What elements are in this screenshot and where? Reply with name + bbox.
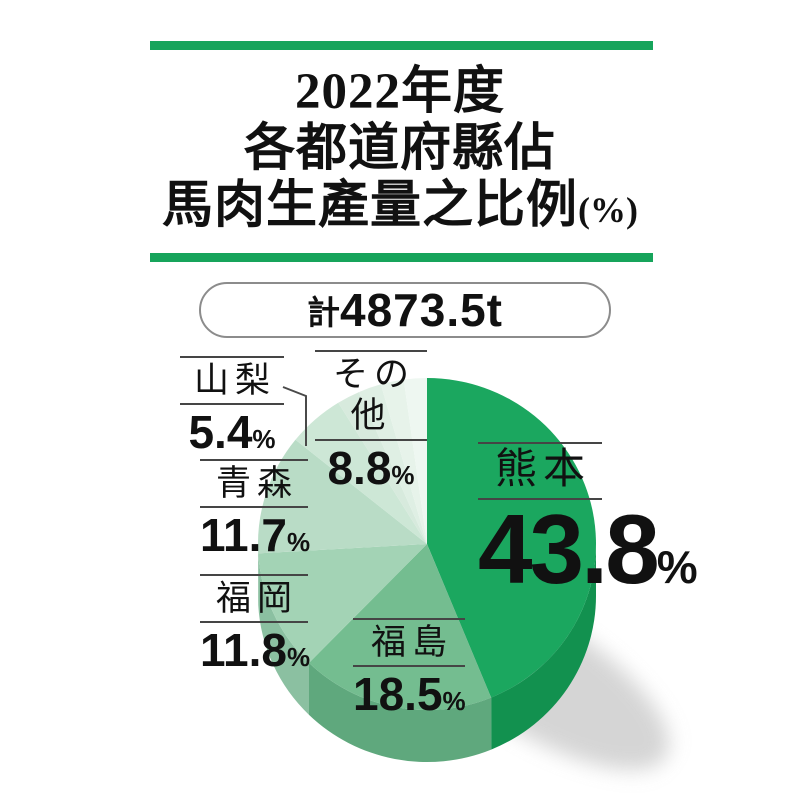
label-fukuoka-value: 11.8% [200,624,311,677]
label-fukushima-value: 18.5% [353,668,466,721]
label-kumamoto-name: 熊本 [478,442,602,500]
total-value: 4873.5t [339,284,503,336]
pie-wall-福島 [309,662,492,762]
pie-slice-青森 [258,439,427,554]
pie-slice-その他 [403,378,427,544]
pie-wall-熊本 [491,544,596,750]
label-kumamoto-value: 43.8% [478,493,698,604]
percent-sign: % [252,424,276,455]
label-fukuoka-name: 福岡 [200,574,308,624]
label-yamanashi-name: 山梨 [180,356,284,406]
bottom-accent-bar [150,253,653,262]
label-aomori-value: 11.7% [200,509,311,562]
pie-slice-その他 [338,392,427,544]
pie-slice-熊本 [427,378,597,698]
pie-wall-福岡 [258,553,310,715]
pie-slice-福岡 [258,544,427,663]
title-line-3: 馬肉生產量之比例(%) [162,178,638,234]
label-fukushima: 福島 18.5% [353,618,466,721]
percent-sign: % [287,642,311,673]
percent-sign: % [391,459,415,490]
label-others: その他 8.8% [315,350,427,494]
pie-slice-福島 [309,544,492,710]
total-badge: 計 4873.5t [199,282,611,338]
label-fukuoka: 福岡 11.8% [200,574,311,677]
label-kumamoto: 熊本 43.8% [478,442,698,604]
label-fukushima-name: 福島 [353,618,465,668]
pie-slices-layer [258,378,597,762]
pie-slice-その他 [380,379,427,544]
top-accent-bar [150,41,653,50]
page-title: 2022年度 各都道府縣佔 馬肉生產量之比例(%) [0,64,800,239]
label-yamanashi: 山梨 5.4% [180,356,284,459]
title-percent-suffix: (%) [578,190,638,230]
yamanashi-connector-line [282,386,307,446]
label-aomori-name: 青森 [200,459,308,509]
percent-sign: % [442,686,466,717]
label-aomori: 青森 11.7% [200,459,311,562]
label-others-name: その他 [315,350,427,441]
pie-slice-その他 [358,384,427,544]
label-others-value: 8.8% [327,441,415,494]
percent-sign: % [287,527,311,558]
title-line-1: 2022年度 [294,64,505,120]
total-prefix: 計 [306,294,340,331]
title-line-2: 各都道府縣佔 [243,121,556,177]
label-yamanashi-value: 5.4% [188,406,276,459]
percent-sign: % [656,540,698,593]
pie-slice-山梨 [295,402,427,544]
